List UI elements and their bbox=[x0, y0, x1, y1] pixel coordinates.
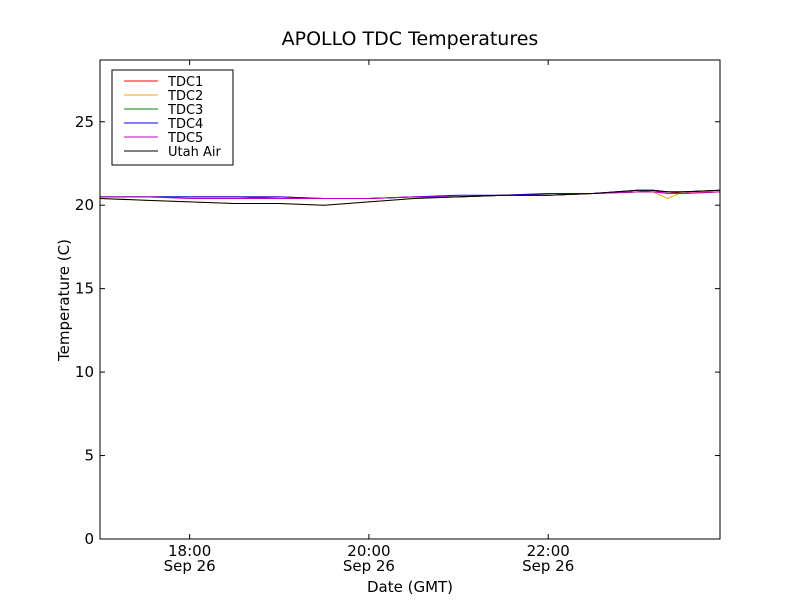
legend-label: TDC1 bbox=[167, 75, 203, 90]
legend-label: TDC2 bbox=[167, 89, 203, 104]
x-tick-label-date: Sep 26 bbox=[522, 557, 574, 575]
legend-label: TDC5 bbox=[167, 131, 203, 146]
legend-label: TDC3 bbox=[167, 103, 203, 118]
y-tick-label: 5 bbox=[84, 447, 94, 465]
y-tick-label: 15 bbox=[75, 280, 94, 298]
x-axis-label: Date (GMT) bbox=[367, 578, 453, 596]
legend-frame bbox=[111, 69, 234, 166]
x-tick-label-date: Sep 26 bbox=[164, 557, 216, 575]
x-tick-label-date: Sep 26 bbox=[343, 557, 395, 575]
series-layer bbox=[99, 189, 721, 206]
y-tick-label: 25 bbox=[75, 113, 94, 131]
y-tick-label: 20 bbox=[75, 196, 94, 214]
y-tick-label: 10 bbox=[75, 363, 94, 381]
y-axis-label: Temperature (C) bbox=[55, 239, 73, 362]
y-tick-label: 0 bbox=[84, 530, 94, 548]
x-tick-label-time: 22:00 bbox=[527, 542, 570, 560]
plot-area-frame bbox=[99, 59, 721, 540]
series-line-utah-air bbox=[99, 189, 721, 206]
chart-title: APOLLO TDC Temperatures bbox=[282, 28, 539, 50]
x-tick-label-time: 20:00 bbox=[347, 542, 390, 560]
legend-label: TDC4 bbox=[167, 117, 203, 132]
legend-label: Utah Air bbox=[168, 145, 221, 160]
x-tick-label-time: 18:00 bbox=[168, 542, 211, 560]
